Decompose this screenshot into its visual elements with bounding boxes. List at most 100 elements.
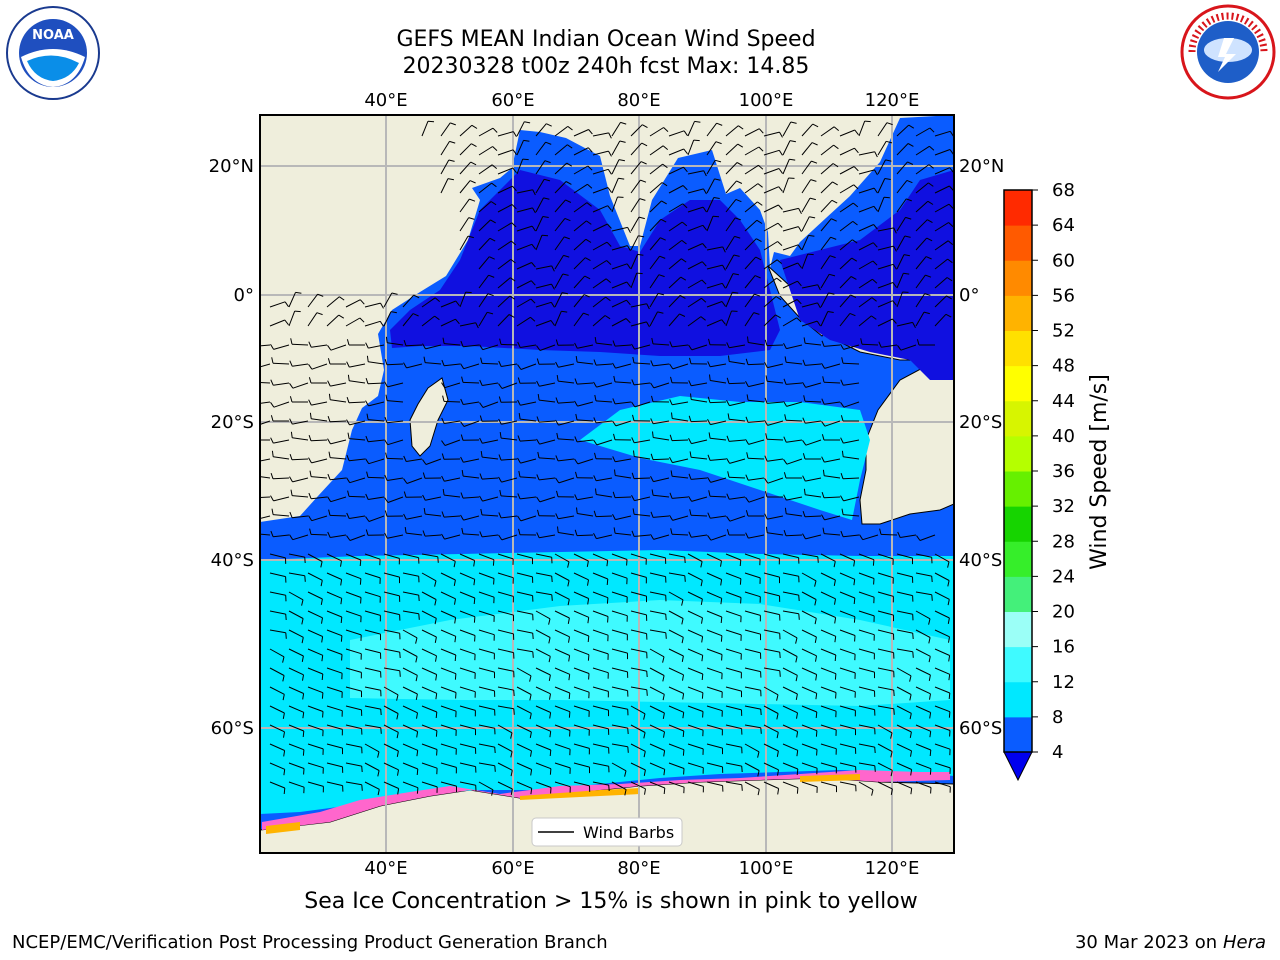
wind-barb [459,235,469,251]
wind-barb [880,533,898,536]
wind-barb-flag [308,515,313,521]
wind-barb [634,513,651,517]
wind-barb [725,199,737,213]
wind-barb [292,515,309,519]
wind-barb [728,476,746,479]
wind-barb [535,591,552,596]
wind-barb-flag [415,693,418,700]
wind-barb [915,164,930,175]
colorbar-tick-label: 12 [1052,672,1075,693]
wind-barb [573,165,589,175]
wind-barb [421,591,437,600]
wind-barb-flag [904,235,911,238]
wind-barb [896,235,906,251]
wind-barb-flag [739,559,742,567]
wind-barb [260,496,271,499]
wind-barb [440,122,451,137]
wind-barb [516,667,532,677]
wind-barb [801,591,817,600]
wind-barb-flag [661,182,668,187]
wind-barb-flag [543,197,550,200]
wind-barb-flag [479,379,483,386]
wind-barb [858,629,875,636]
wind-barb [839,129,855,137]
wind-barb-flag [253,376,254,382]
wind-barb-flag [834,673,837,680]
wind-barb-flag [776,259,783,264]
wind-barb-flag [453,579,456,586]
wind-barb [630,303,647,308]
wind-barb-flag [418,613,420,620]
wind-barb [706,282,723,289]
wind-barb-flag [821,514,825,521]
wind-barb-flag [701,297,707,303]
wind-barb [706,246,723,251]
wind-barb [725,724,742,730]
wind-barb-flag [684,557,686,564]
wind-barb-flag [346,339,350,346]
wind-barb-flag [632,356,635,363]
wind-barb-flag [545,141,552,145]
wind-barb [440,724,457,731]
wind-barb-flag [650,382,655,389]
wind-barb [516,762,532,770]
wind-barb [934,762,951,769]
wind-barb-flag [626,281,631,288]
wind-barb [592,553,608,561]
wind-barb-flag [893,245,897,252]
australia [859,363,954,525]
wind-barb [842,477,860,480]
wind-barb-flag [910,750,912,757]
wind-barb [839,202,854,213]
wind-barb-flag [587,617,590,624]
wind-barb [824,515,841,521]
wind-barb-flag [531,244,536,250]
wind-barb [520,515,537,522]
wind-barb-flag [928,656,931,663]
wind-barb [573,591,589,599]
wind-barb-flag [435,730,438,737]
colorbar-segment [1004,260,1032,296]
wind-barb [402,572,419,577]
wind-barb [425,362,442,365]
wind-barb [896,180,908,194]
wind-barb-flag [735,198,742,203]
wind-barb [709,401,727,404]
wind-barb-flag [631,530,635,537]
wind-barb [934,130,951,137]
wind-barb-flag [681,240,687,245]
wind-barb [877,781,893,790]
wind-barb [786,382,803,385]
wind-barb-flag [549,731,552,738]
wind-barb-flag [777,241,783,246]
wind-barb-flag [688,531,692,538]
wind-barb [668,148,684,156]
chart-subtitle: 20230328 t00z 240h fcst Max: 14.85 [402,54,810,79]
wind-barb-flag [671,412,673,419]
wind-barb-flag [397,769,399,776]
wind-barb [288,553,305,558]
wind-barb-flag [815,711,818,719]
wind-barb [671,533,689,536]
wind-barb [896,572,913,578]
wind-barb-flag [646,303,650,310]
wind-barb-flag [530,750,532,757]
wind-barb [516,705,532,714]
wind-barb [501,515,518,519]
wind-barb [519,439,537,442]
wind-barb [326,572,342,580]
wind-barb-flag [745,510,749,517]
wind-barb [858,260,874,270]
wind-barb [368,496,385,500]
wind-barb-flag [886,140,893,144]
wind-barb [672,401,689,406]
wind-barb-flag [498,418,502,425]
wind-barb-flag [636,272,643,275]
wind-barb [767,380,784,384]
wind-barb-flag [871,315,877,320]
wind-barb-flag [471,143,477,148]
wind-barb [497,167,513,175]
wind-barb [554,667,570,675]
wind-barb-flag [441,359,445,366]
wind-barb-flag [403,455,407,462]
